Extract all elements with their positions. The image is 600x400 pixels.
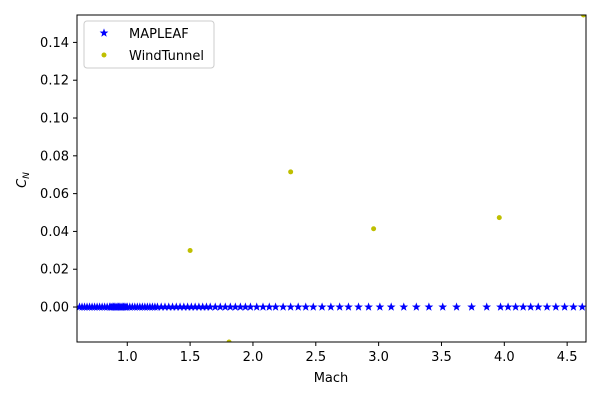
mapleaf-point [364, 302, 373, 311]
legend-windtunnel-marker [101, 52, 107, 58]
y-tick-label: 0.00 [40, 301, 69, 316]
mapleaf-point [301, 302, 311, 311]
mapleaf-point [225, 302, 235, 311]
windtunnel-point [371, 226, 377, 232]
legend-mapleaf-marker [99, 28, 109, 37]
plot-area [77, 15, 586, 342]
mapleaf-point [411, 302, 421, 311]
mapleaf-point [264, 302, 274, 311]
x-tick-label: 4.5 [557, 350, 578, 365]
y-axis-label-base: C [15, 178, 30, 188]
mapleaf-point [503, 302, 513, 311]
y-axis: 0.00 0.02 0.04 0.06 0.08 0.10 0.12 0.14 [40, 36, 77, 316]
mapleaf-point [171, 302, 181, 311]
mapleaf-point [278, 302, 288, 311]
mapleaf-point [335, 302, 345, 311]
legend-box [83, 20, 215, 69]
mapleaf-point [168, 302, 177, 311]
legend-star [99, 28, 109, 37]
mapleaf-point [354, 302, 363, 311]
mapleaf-point [452, 302, 461, 311]
plot-frame [76, 14, 587, 343]
mapleaf-point [271, 302, 280, 311]
y-tick-label: 0.02 [40, 263, 69, 278]
mapleaf-point [246, 302, 255, 311]
mapleaf-point [252, 302, 262, 311]
x-tick-label: 2.0 [243, 350, 264, 365]
mapleaf-point [194, 302, 204, 311]
mapleaf-point [482, 302, 492, 311]
mapleaf-point [511, 302, 520, 311]
mapleaf-point [399, 302, 409, 311]
windtunnel-point [580, 15, 586, 18]
legend: MAPLEAF WindTunnel [83, 20, 215, 69]
mapleaf-point [156, 302, 166, 311]
mapleaf-point [210, 302, 220, 311]
x-tick-label: 3.5 [431, 350, 452, 365]
mapleaf-point [179, 302, 189, 311]
windtunnel-point [226, 339, 232, 342]
y-tick-label: 0.06 [40, 187, 69, 202]
mapleaf-point [496, 302, 505, 311]
mapleaf-point [160, 302, 170, 311]
mapleaf-point [386, 302, 396, 311]
mapleaf-point [317, 302, 327, 311]
mapleaf-point [326, 302, 336, 311]
legend-windtunnel-label: WindTunnel [129, 49, 204, 64]
y-tick-label: 0.12 [40, 74, 69, 89]
y-tick-label: 0.08 [40, 149, 69, 164]
y-axis-label: CN [15, 172, 32, 188]
mapleaf-point [577, 302, 586, 311]
windtunnel-point [496, 215, 502, 221]
mapleaf-point [220, 302, 230, 311]
mapleaf-point [175, 302, 185, 311]
x-tick-label: 1.0 [117, 350, 138, 365]
mapleaf-point [293, 302, 303, 311]
mapleaf-point [190, 302, 200, 311]
x-axis: 1.0 1.5 2.0 2.5 3.0 3.5 4.0 4.5 [117, 342, 578, 365]
windtunnel-points [187, 15, 586, 342]
mapleaf-point [518, 302, 528, 311]
x-tick-label: 1.5 [180, 350, 201, 365]
mapleaf-point [551, 302, 561, 311]
legend-mapleaf-label: MAPLEAF [129, 27, 189, 42]
mapleaf-point [236, 302, 245, 311]
mapleaf-point [202, 302, 211, 311]
mapleaf-point [286, 302, 296, 311]
mapleaf-point [526, 302, 536, 311]
mapleaf-point [344, 302, 353, 311]
mapleaf-points [77, 302, 586, 311]
mapleaf-point [198, 302, 208, 311]
mapleaf-point [533, 302, 543, 311]
windtunnel-point [187, 248, 193, 254]
mapleaf-point [153, 302, 162, 311]
y-tick-label: 0.14 [40, 36, 69, 51]
windtunnel-point [288, 169, 294, 175]
mapleaf-point [186, 302, 196, 311]
mapleaf-point [230, 302, 240, 311]
mapleaf-point [569, 302, 578, 311]
x-tick-label: 2.5 [305, 350, 326, 365]
y-tick-label: 0.04 [40, 225, 69, 240]
mapleaf-point [164, 302, 174, 311]
mapleaf-point [560, 302, 570, 311]
mapleaf-point [424, 302, 434, 311]
mapleaf-point [183, 302, 192, 311]
mapleaf-point [205, 302, 215, 311]
mapleaf-point [215, 302, 225, 311]
x-tick-label: 4.0 [494, 350, 515, 365]
mapleaf-point [375, 302, 385, 311]
mapleaf-point [308, 302, 318, 311]
y-axis-label-sub: N [22, 172, 32, 179]
mapleaf-point [258, 302, 268, 311]
mapleaf-point [467, 302, 477, 311]
y-tick-label: 0.10 [40, 112, 69, 127]
mapleaf-point [542, 302, 552, 311]
mapleaf-point [438, 302, 448, 311]
x-tick-label: 3.0 [368, 350, 389, 365]
x-axis-label: Mach [314, 371, 349, 386]
mapleaf-point [241, 302, 250, 311]
